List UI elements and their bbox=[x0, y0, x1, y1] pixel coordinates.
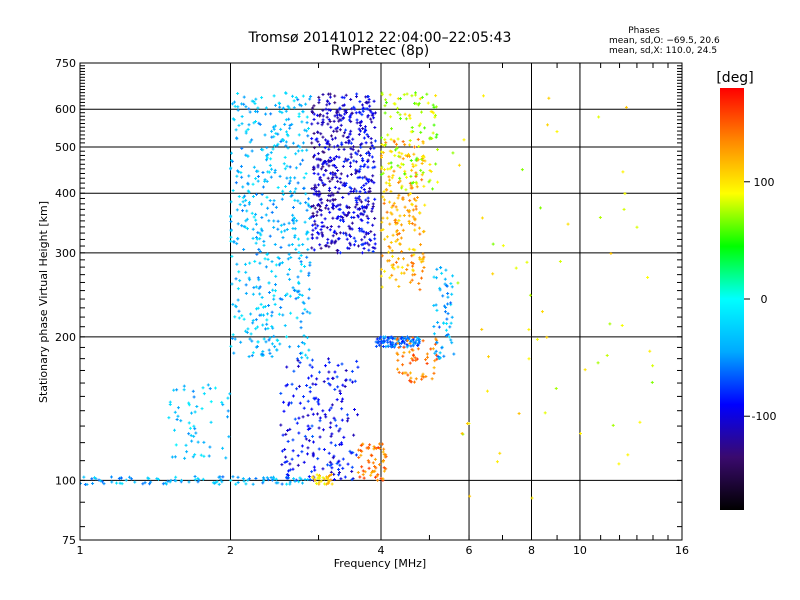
chart-subtitle: RwPretec (8p) bbox=[331, 43, 429, 59]
x-tick-label: 10 bbox=[573, 544, 587, 557]
y-tick-label: 100 bbox=[55, 474, 76, 487]
x-tick-labels: 1 2 4 6 8 10 16 bbox=[77, 544, 690, 557]
y-tick-label: 300 bbox=[55, 247, 76, 260]
chart-title: Tromsø 20141012 22:04:00–22:05:43 bbox=[248, 30, 512, 46]
axis-ticks bbox=[79, 62, 683, 540]
x-tick-label: 1 bbox=[77, 544, 84, 557]
y-tick-label: 75 bbox=[62, 534, 76, 547]
colorbar-label: [deg] bbox=[716, 70, 753, 86]
colorbar-tick-label: 100 bbox=[754, 176, 775, 189]
x-tick-label: 4 bbox=[378, 544, 385, 557]
x-tick-label: 16 bbox=[675, 544, 689, 557]
colorbar-tick-label: -100 bbox=[752, 410, 777, 423]
y-axis-label: Stationary phase Virtual Height [km] bbox=[37, 201, 50, 403]
stats-x-line: mean, sd,X: 110.0, 24.5 bbox=[609, 46, 717, 56]
y-tick-label: 500 bbox=[55, 141, 76, 154]
x-tick-label: 6 bbox=[466, 544, 473, 557]
y-tick-label: 200 bbox=[55, 331, 76, 344]
colorbar bbox=[720, 88, 744, 510]
colorbar-ticks: 100 0 -100 bbox=[744, 176, 776, 423]
x-tick-label: 2 bbox=[227, 544, 234, 557]
y-tick-label: 750 bbox=[55, 57, 76, 70]
data-points bbox=[80, 91, 655, 500]
y-tick-labels: 75 100 200 300 400 500 600 750 bbox=[55, 57, 76, 547]
y-tick-label: 400 bbox=[55, 187, 76, 200]
x-axis-label: Frequency [MHz] bbox=[334, 557, 426, 570]
grid-lines bbox=[80, 63, 682, 540]
stats-header: Phases bbox=[628, 26, 660, 36]
stats-o-line: mean, sd,O: −69.5, 20.6 bbox=[609, 36, 720, 46]
x-tick-label: 8 bbox=[528, 544, 535, 557]
colorbar-tick-label: 0 bbox=[761, 293, 768, 306]
y-tick-label: 600 bbox=[55, 103, 76, 116]
